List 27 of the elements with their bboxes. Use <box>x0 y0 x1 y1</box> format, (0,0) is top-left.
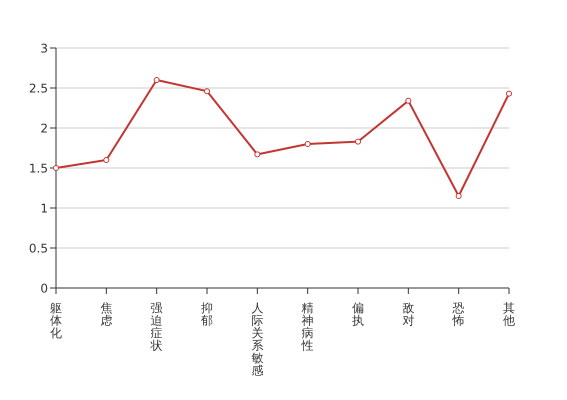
x-tick-label: 强迫症状 <box>150 301 163 352</box>
point <box>204 88 210 94</box>
x-tick-label: 躯体化 <box>50 301 62 340</box>
x-tick-label: 精神病性 <box>300 301 314 352</box>
point <box>103 157 110 163</box>
x-tick-label: 人际关系敏感 <box>251 301 264 378</box>
point <box>254 151 260 158</box>
y-tick-label: 2.5 <box>28 81 48 96</box>
point <box>154 77 160 83</box>
point <box>355 138 361 145</box>
y-tick-label: 2 <box>40 121 48 136</box>
y-tick-label: 0 <box>40 281 48 296</box>
x-tick-label: 抑郁 <box>201 301 213 328</box>
point <box>456 193 462 199</box>
x-tick-label: 焦虑 <box>100 301 112 328</box>
x-tick-label: 偏执 <box>352 301 364 328</box>
x-tick-label: 敌对 <box>402 301 414 328</box>
y-tick-label: 1 <box>40 201 48 216</box>
y-tick-label: 3 <box>40 41 48 56</box>
point <box>53 165 59 171</box>
point <box>506 90 512 97</box>
y-tick-label: 0.5 <box>28 241 48 256</box>
x-tick-label: 其他 <box>503 301 515 328</box>
y-tick-label: 1.5 <box>28 161 48 176</box>
x-tick-label: 恐怖 <box>452 301 465 328</box>
point <box>304 141 311 147</box>
point <box>405 98 412 104</box>
